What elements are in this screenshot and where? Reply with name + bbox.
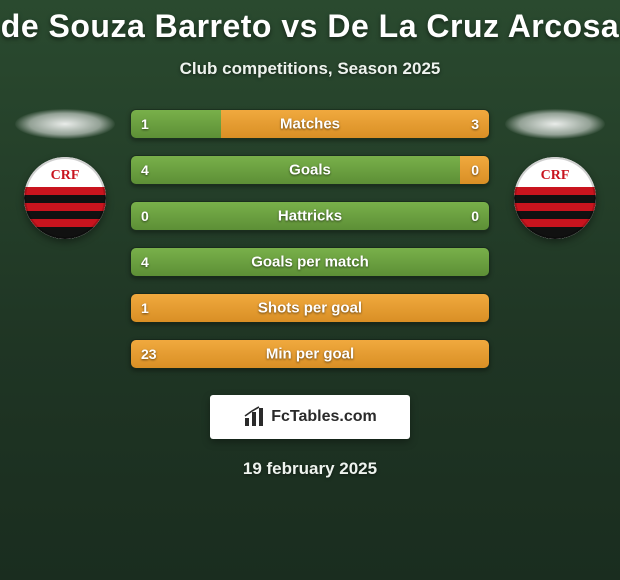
halo-left bbox=[15, 109, 115, 139]
stat-row: 40Goals bbox=[130, 155, 490, 185]
flamengo-crest-icon: CRF bbox=[24, 157, 106, 239]
stat-row: 23Min per goal bbox=[130, 339, 490, 369]
player-right-col: CRF bbox=[500, 109, 610, 239]
stat-row: 13Matches bbox=[130, 109, 490, 139]
stat-value-right: 3 bbox=[471, 116, 479, 132]
fctables-label: FcTables.com bbox=[271, 408, 377, 426]
stat-value-right: 0 bbox=[471, 208, 479, 224]
bar-left bbox=[131, 340, 489, 368]
stat-value-left: 4 bbox=[141, 162, 149, 178]
player-left-col: CRF bbox=[10, 109, 120, 239]
stat-row: 1Shots per goal bbox=[130, 293, 490, 323]
stat-row: 00Hattricks bbox=[130, 201, 490, 231]
svg-text:CRF: CRF bbox=[51, 168, 80, 183]
bar-left bbox=[131, 156, 460, 184]
halo-right bbox=[505, 109, 605, 139]
bar-left bbox=[131, 294, 489, 322]
crest-right: CRF bbox=[514, 157, 596, 239]
bar-right bbox=[221, 110, 490, 138]
comparison-card: de Souza Barreto vs De La Cruz Arcosa Cl… bbox=[0, 0, 620, 580]
date-label: 19 february 2025 bbox=[0, 459, 620, 479]
stat-row: 4Goals per match bbox=[130, 247, 490, 277]
subtitle: Club competitions, Season 2025 bbox=[0, 59, 620, 79]
svg-text:CRF: CRF bbox=[541, 168, 570, 183]
stat-value-left: 4 bbox=[141, 254, 149, 270]
page-title: de Souza Barreto vs De La Cruz Arcosa bbox=[0, 8, 620, 45]
stat-value-left: 0 bbox=[141, 208, 149, 224]
flamengo-crest-icon: CRF bbox=[514, 157, 596, 239]
fctables-badge[interactable]: FcTables.com bbox=[210, 395, 410, 439]
bars-icon bbox=[243, 406, 265, 428]
stat-value-left: 1 bbox=[141, 116, 149, 132]
crest-left: CRF bbox=[24, 157, 106, 239]
stat-value-left: 1 bbox=[141, 300, 149, 316]
stat-value-left: 23 bbox=[141, 346, 157, 362]
main-row: CRF 13Matches40Goals00Hattricks4Goals pe… bbox=[0, 109, 620, 369]
bar-left bbox=[131, 202, 489, 230]
bar-left bbox=[131, 248, 489, 276]
stat-value-right: 0 bbox=[471, 162, 479, 178]
stats-column: 13Matches40Goals00Hattricks4Goals per ma… bbox=[130, 109, 490, 369]
